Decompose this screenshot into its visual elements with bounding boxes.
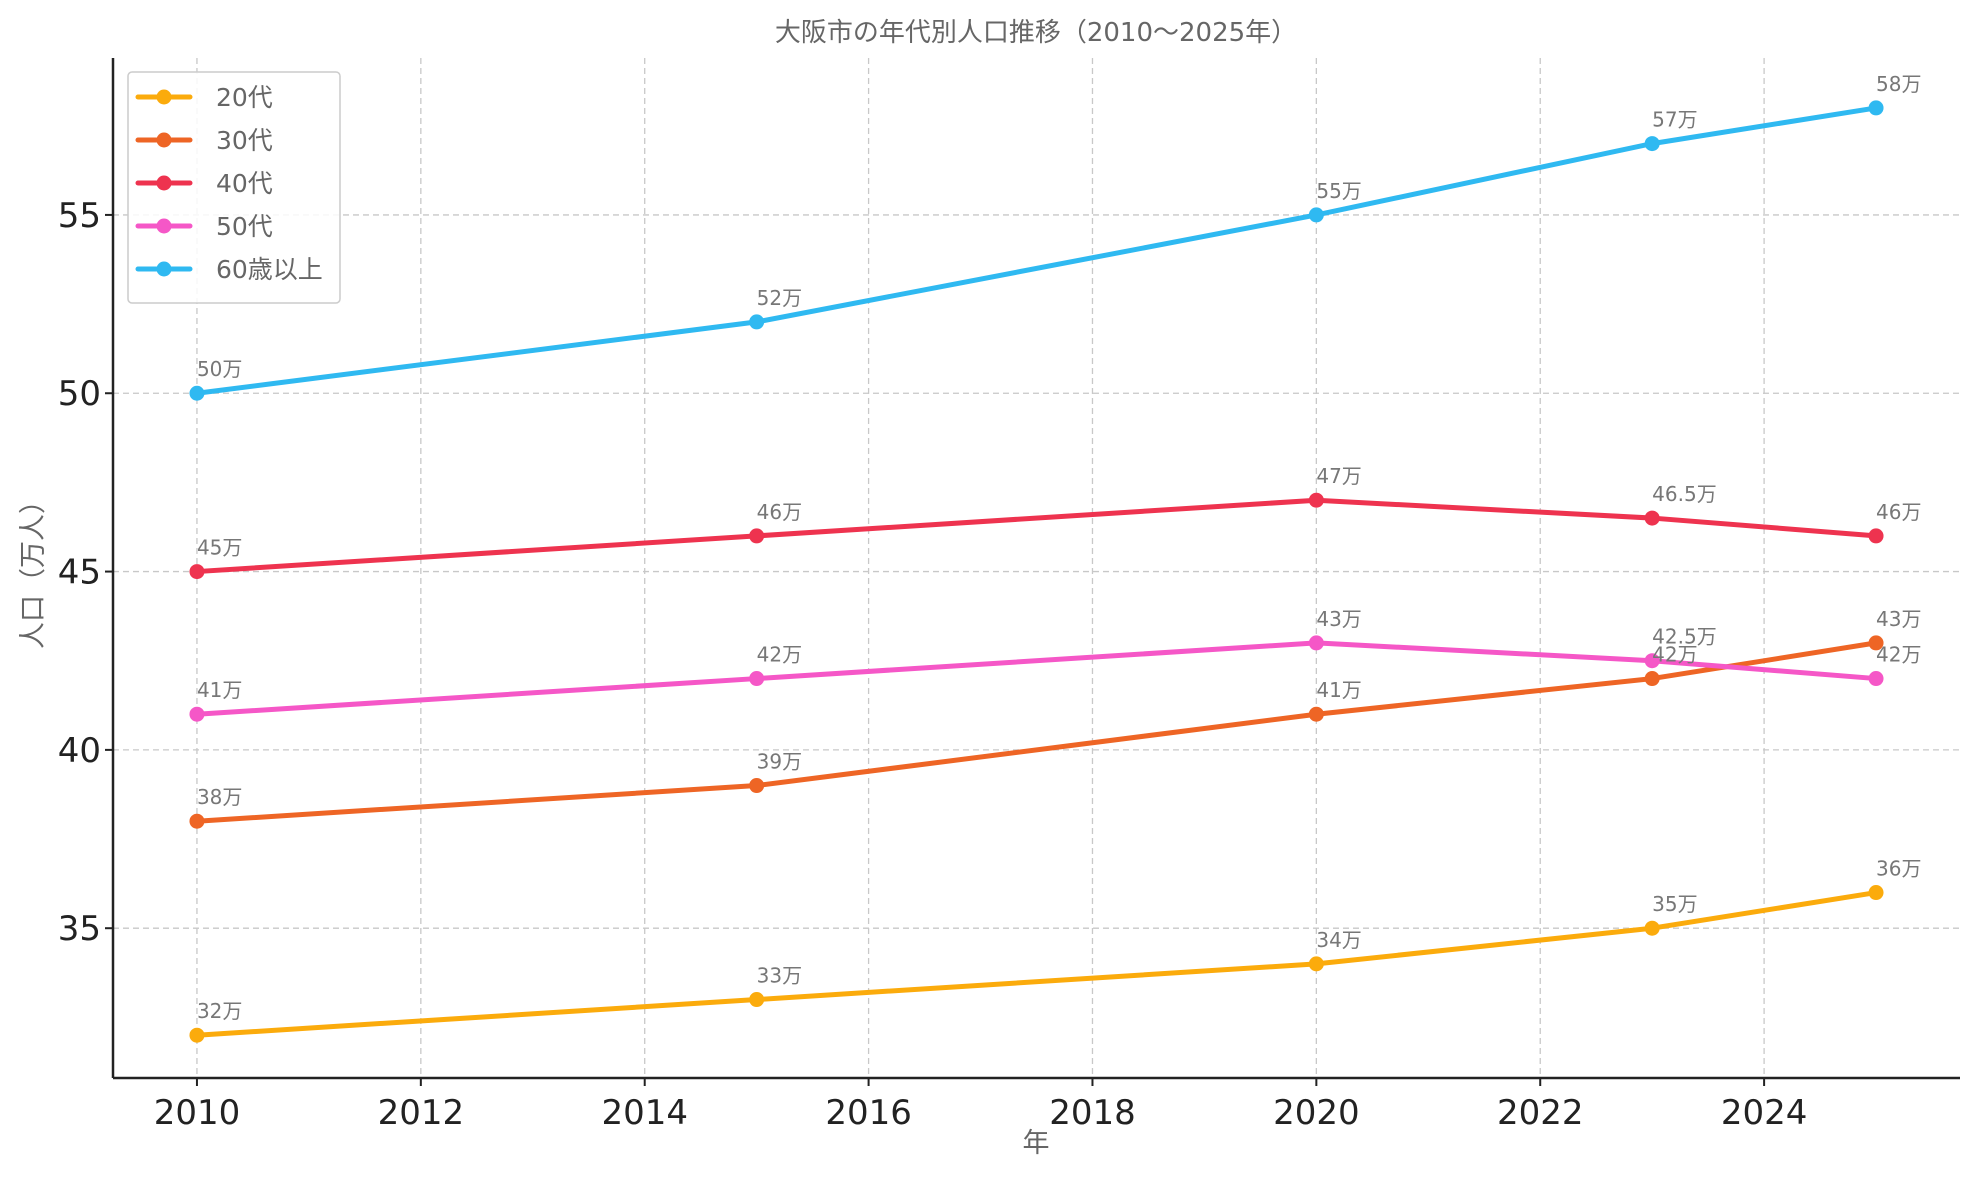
data-point [1868,671,1884,687]
x-tick-label: 2024 [1721,1093,1808,1133]
data-point-label: 35万 [1652,892,1697,916]
legend-box [127,71,341,304]
data-point-label: 42万 [757,643,802,667]
y-tick-label: 55 [58,196,101,236]
series-line [194,890,1879,1038]
series-line [194,640,1879,717]
data-point-label: 46万 [757,500,802,524]
series-4 [189,635,1884,722]
legend-item: 50代 [135,212,273,241]
legend-marker [156,261,172,277]
legend: 20代 30代 40代 50代 60歳以上 [127,71,341,304]
data-point [1644,653,1660,669]
series-line [194,497,1879,575]
data-point-label: 34万 [1316,928,1361,952]
data-point [1644,920,1660,936]
data-point [1868,635,1884,651]
data-point [1308,956,1324,972]
data-point [749,992,765,1008]
legend-label: 50代 [216,212,273,241]
series-group [189,100,1884,1043]
x-tick-label: 2010 [154,1093,241,1133]
legend-label: 20代 [216,83,273,112]
legend-marker [156,132,172,148]
series-3 [189,492,1884,580]
x-tick-label: 2016 [825,1093,912,1133]
data-point [1868,528,1884,544]
series-line [194,105,1879,396]
data-point [1644,510,1660,526]
x-tick-label: 2020 [1273,1093,1360,1133]
y-axis-title: 人口（万人） [18,487,49,649]
legend-item: 30代 [135,126,273,155]
data-point-label: 41万 [1316,678,1361,702]
data-point [749,528,765,544]
data-point-label: 36万 [1876,857,1921,881]
data-point [1308,492,1324,508]
data-point-label: 39万 [757,750,802,774]
data-point-label: 45万 [197,536,242,560]
series-2 [189,635,1884,829]
data-point-label: 46万 [1876,500,1921,524]
data-point-label: 43万 [1876,607,1921,631]
chart-title: 大阪市の年代別人口推移（2010〜2025年） [775,18,1297,48]
data-point-label: 43万 [1316,607,1361,631]
data-point-label: 50万 [197,357,242,381]
data-point [1868,100,1884,116]
data-point [189,813,205,829]
data-point [749,671,765,687]
x-tick-label: 2022 [1497,1093,1584,1133]
data-point [189,706,205,722]
data-point-label: 33万 [757,964,802,988]
series-line [194,640,1879,824]
data-point-label: 47万 [1316,464,1361,488]
data-point-label: 41万 [197,678,242,702]
x-tick-label: 2014 [601,1093,688,1133]
data-point [1308,207,1324,223]
x-tick-label: 2018 [1049,1093,1136,1133]
y-tick-label: 35 [58,909,101,949]
data-point [1308,635,1324,651]
series-1 [189,885,1884,1043]
x-axis-title: 年 [1023,1128,1050,1159]
legend-label: 60歳以上 [216,255,323,284]
y-axis-ticks: 35 40 45 50 55 [58,196,113,949]
data-labels: 32万 33万 34万 35万 36万 38万 39万 41万 42万 43万 45万 46万 47万 4… [197,72,1922,1023]
y-tick-label: 40 [58,731,101,771]
data-point [1868,885,1884,901]
y-tick-label: 50 [58,374,101,414]
legend-label: 30代 [216,126,273,155]
data-point [189,564,205,580]
x-tick-label: 2012 [378,1093,465,1133]
data-point-label: 46.5万 [1652,482,1717,506]
data-point [1644,671,1660,687]
data-point [189,1027,205,1043]
legend-marker [156,175,172,191]
legend-marker [156,89,172,105]
data-point-label: 55万 [1316,179,1361,203]
data-point-label: 42.5万 [1652,625,1717,649]
data-point [1308,706,1324,722]
data-point [749,778,765,794]
data-point-label: 42万 [1876,643,1921,667]
data-point-label: 58万 [1876,72,1921,96]
x-axis-ticks: 2010 2012 2014 2016 2018 2020 2022 2024 [154,1078,1808,1133]
legend-label: 40代 [216,169,273,198]
data-point-label: 32万 [197,999,242,1023]
series-5 [189,100,1884,401]
data-point [1644,136,1660,152]
y-tick-label: 45 [58,553,101,593]
data-point-label: 38万 [197,785,242,809]
data-point [749,314,765,330]
data-point-label: 57万 [1652,108,1697,132]
legend-item: 20代 [135,83,273,112]
data-point-label: 52万 [757,286,802,310]
legend-item: 60歳以上 [135,255,323,284]
legend-item: 40代 [135,169,273,198]
data-point-label: 42万 [1652,643,1697,667]
data-point [189,385,205,401]
legend-marker [156,218,172,234]
